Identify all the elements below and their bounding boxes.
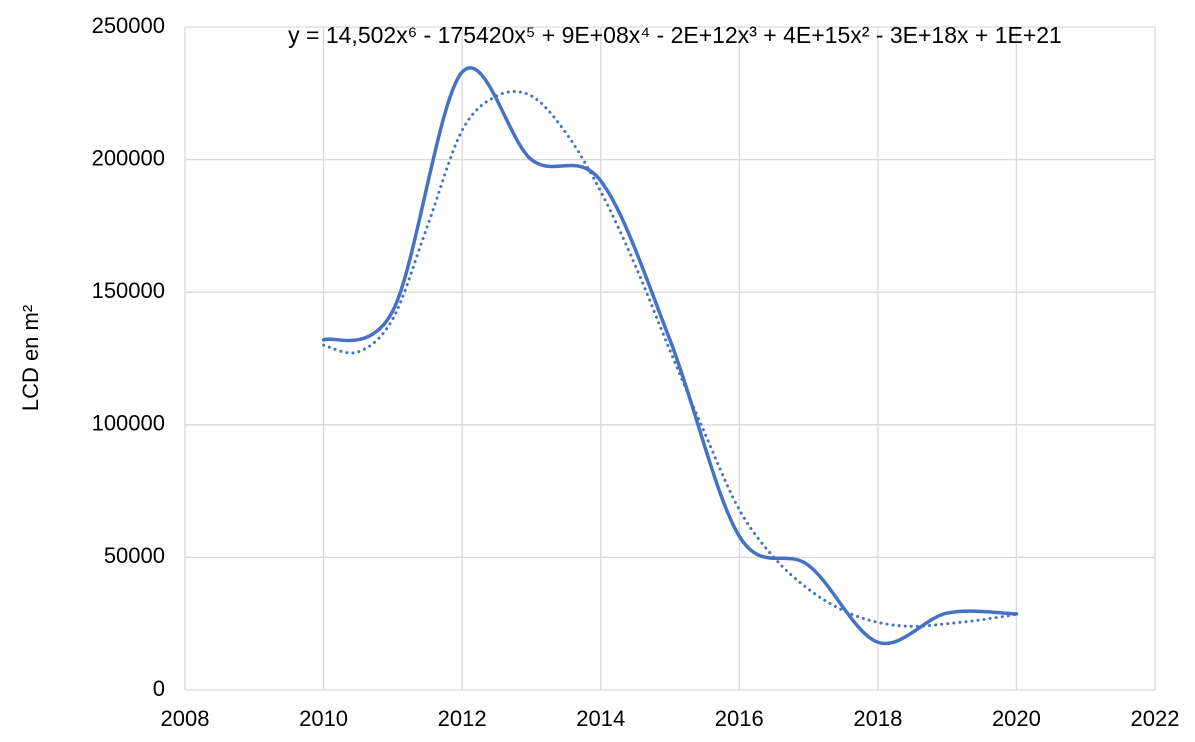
trendline xyxy=(322,89,1018,628)
y-tick-label: 0 xyxy=(153,676,165,701)
y-tick-label: 150000 xyxy=(92,278,165,303)
x-tick-label: 2020 xyxy=(992,706,1041,731)
y-tick-label: 250000 xyxy=(92,13,165,38)
x-tick-label: 2018 xyxy=(853,706,902,731)
x-tick-label: 2022 xyxy=(1131,706,1180,731)
trendline-equation: y = 14,502x⁶ - 175420x⁵ + 9E+08x⁴ - 2E+1… xyxy=(288,22,1062,48)
series-line xyxy=(321,66,1019,646)
x-tick-label: 2016 xyxy=(715,706,764,731)
x-tick-label: 2010 xyxy=(299,706,348,731)
x-tick-label: 2012 xyxy=(438,706,487,731)
y-tick-label: 100000 xyxy=(92,411,165,436)
y-tick-label: 200000 xyxy=(92,145,165,170)
y-axis-label: LCD en m² xyxy=(18,305,43,411)
x-tick-label: 2008 xyxy=(161,706,210,731)
y-tick-label: 50000 xyxy=(104,543,165,568)
x-tick-label: 2014 xyxy=(576,706,625,731)
